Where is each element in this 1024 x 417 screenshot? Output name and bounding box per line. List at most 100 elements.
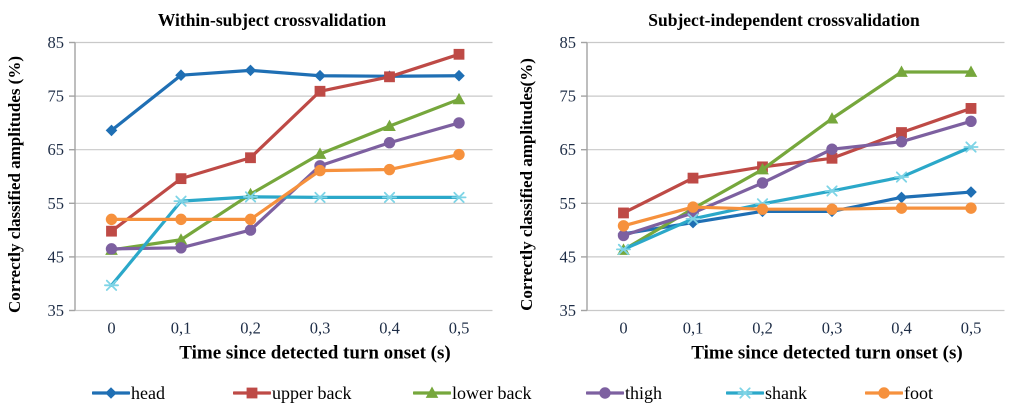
square-marker — [826, 152, 838, 164]
x-tick-label: 0,5 — [449, 319, 470, 338]
circle-marker — [895, 135, 908, 148]
series-upper-back — [618, 103, 977, 219]
circle-marker — [617, 229, 630, 242]
circle-marker — [383, 137, 396, 149]
circle-marker — [895, 202, 908, 214]
chart-title: Within-subject crossvalidation — [158, 10, 387, 30]
y-tick-label: 55 — [560, 194, 577, 213]
circle-marker — [965, 202, 977, 214]
square-marker — [965, 103, 977, 114]
y-tick-label: 75 — [560, 87, 577, 106]
asterisk-marker — [893, 171, 910, 183]
asterisk-marker — [104, 279, 119, 291]
square-marker — [245, 152, 256, 164]
circle-marker — [599, 387, 611, 399]
circle-marker — [878, 387, 890, 399]
star-legend-marker-icon — [726, 387, 764, 399]
diamond-legend-marker-icon — [92, 387, 130, 399]
circle-marker — [453, 117, 465, 129]
square-legend-marker-icon — [233, 387, 271, 399]
x-axis-label: Time since detected turn onset (s) — [179, 343, 450, 364]
diamond-marker — [105, 124, 118, 137]
square-marker — [618, 207, 629, 219]
asterisk-marker — [963, 141, 979, 153]
triangle-marker — [895, 65, 908, 77]
diamond-marker — [105, 387, 117, 399]
chart-title: Subject-independent crossvalidation — [648, 10, 920, 30]
series-foot — [105, 148, 465, 226]
y-tick-label: 45 — [560, 247, 577, 266]
triangle-legend-marker-icon — [413, 386, 451, 398]
x-tick-label: 0,4 — [379, 319, 400, 338]
circle-marker — [453, 148, 465, 161]
x-axis-label: Time since detected turn onset (s) — [691, 343, 962, 364]
circle-marker — [756, 203, 769, 215]
asterisk-marker — [616, 243, 631, 255]
x-tick-labels: 0 0,1 0,2 0,3 0,4 0,5 — [107, 319, 469, 338]
square-marker — [106, 225, 117, 237]
diamond-marker — [895, 191, 908, 204]
circle-marker — [105, 213, 118, 226]
series-upper-back — [106, 48, 465, 237]
x-tick-label: 0,2 — [752, 319, 773, 338]
circle-marker — [314, 164, 326, 177]
circle-legend-marker-icon — [865, 387, 903, 399]
triangle-marker — [452, 92, 466, 105]
triangle-marker — [825, 112, 839, 124]
legend-item-head: head — [92, 383, 165, 403]
circle-marker — [826, 203, 838, 215]
circle-marker — [756, 177, 769, 189]
circle-legend-marker-icon — [586, 387, 624, 399]
asterisk-marker — [685, 213, 701, 225]
y-tick-label: 35 — [560, 301, 577, 320]
square-marker — [453, 48, 465, 60]
x-tick-label: 0 — [107, 319, 115, 338]
legend-label: head — [131, 382, 165, 403]
legend-item-foot: foot — [865, 383, 933, 403]
asterisk-marker — [312, 191, 328, 204]
gridlines — [587, 41, 1005, 312]
circle-marker — [175, 242, 187, 254]
y-tick-label: 85 — [560, 33, 577, 52]
triangle-marker — [174, 233, 188, 245]
y-tick-label: 65 — [560, 140, 577, 159]
chart-subject-independent: 35 45 55 65 75 85 0 0,1 0,2 0,3 0,4 0,5 Subject-inde… — [512, 0, 1024, 372]
triangle-marker — [383, 119, 396, 132]
series-lower-back — [105, 92, 466, 255]
legend-label: thigh — [625, 382, 663, 403]
y-tick-label: 75 — [48, 87, 65, 106]
circle-marker — [175, 213, 187, 226]
circle-marker — [383, 163, 396, 176]
chart-within-subject: 35 45 55 65 75 85 0 0,1 0,2 0,3 0,4 0,5 Within-subje… — [0, 0, 512, 372]
asterisk-marker — [242, 191, 259, 203]
series-shank — [616, 141, 979, 255]
asterisk-marker — [451, 191, 467, 204]
x-tick-label: 0,1 — [171, 319, 192, 338]
x-tick-label: 0,2 — [240, 319, 261, 338]
circle-marker — [105, 243, 118, 255]
series-foot — [617, 201, 977, 232]
square-marker — [687, 172, 699, 184]
asterisk-marker — [173, 195, 189, 207]
circle-marker — [687, 201, 699, 213]
diamond-marker — [244, 64, 257, 77]
y-axis — [69, 41, 76, 312]
x-tick-label: 0,1 — [683, 319, 704, 338]
y-axis — [581, 41, 588, 312]
triangle-marker — [756, 163, 769, 175]
square-marker — [314, 85, 326, 97]
gridlines — [75, 41, 493, 312]
legend-item-upper-back: upper back — [233, 383, 351, 403]
legend-label: upper back — [272, 382, 352, 403]
triangle-marker — [313, 147, 327, 159]
within-subject-chart-svg: 35 45 55 65 75 85 0 0,1 0,2 0,3 0,4 0,5 Within-subje… — [5, 10, 493, 364]
asterisk-marker — [381, 191, 398, 204]
circle-marker — [244, 213, 257, 226]
legend-label: lower back — [452, 382, 532, 403]
series-thigh — [105, 117, 465, 255]
x-tick-label: 0,5 — [961, 319, 982, 338]
y-tick-label: 85 — [48, 33, 65, 52]
diamond-marker — [453, 69, 465, 82]
diamond-marker — [314, 69, 326, 82]
triangle-marker — [964, 65, 978, 77]
